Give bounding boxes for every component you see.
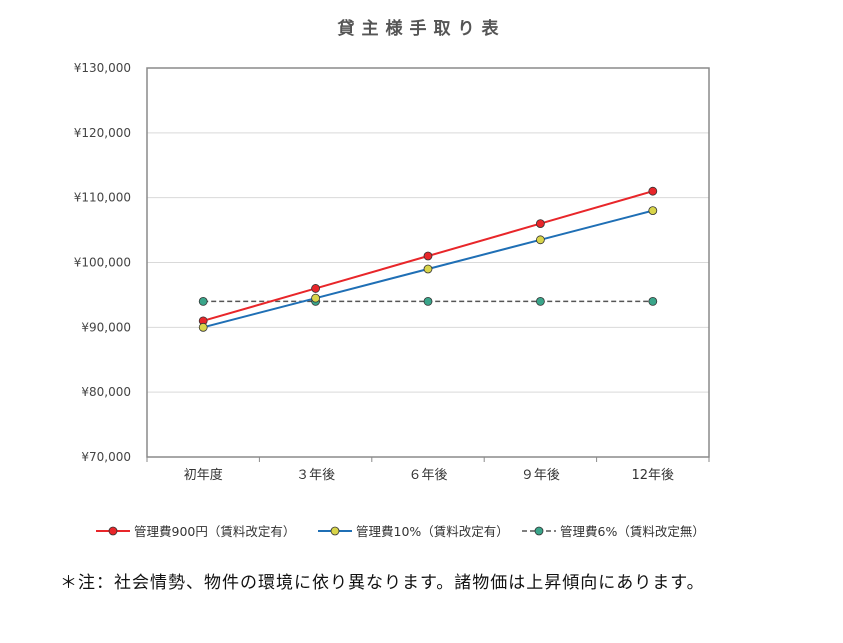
data-point: [536, 235, 545, 245]
data-point: [648, 296, 658, 306]
x-tick-label: ９年後: [521, 468, 560, 483]
y-tick-label: ¥110,000: [74, 191, 131, 205]
legend-marker: [108, 526, 118, 536]
data-point: [648, 206, 658, 216]
data-point: [423, 296, 433, 306]
footnote: ＊注：社会情勢、物件の環境に依り異なります。諸物価は上昇傾向にあります。: [60, 573, 705, 593]
legend-label: 管理費10%（賃料改定有）: [356, 524, 509, 539]
y-tick-label: ¥90,000: [81, 320, 131, 334]
data-point: [423, 251, 433, 261]
x-tick-label: 初年度: [184, 467, 223, 483]
x-tick-label: ３年後: [296, 468, 335, 483]
plot-area: [146, 67, 710, 458]
data-point: [648, 186, 658, 196]
legend-marker: [330, 526, 340, 536]
data-point: [198, 296, 208, 306]
data-point: [423, 264, 433, 274]
data-point: [536, 296, 545, 306]
legend-label: 管理費6%（賃料改定無）: [560, 524, 705, 539]
data-point: [311, 293, 321, 303]
y-tick-label: ¥130,000: [74, 61, 131, 75]
y-tick-label: ¥120,000: [74, 126, 131, 140]
y-tick-label: ¥100,000: [74, 256, 131, 270]
legend-label: 管理費900円（賃料改定有）: [134, 524, 295, 539]
x-tick-label: 12年後: [632, 468, 675, 483]
y-tick-label: ¥70,000: [81, 450, 131, 464]
y-tick-label: ¥80,000: [81, 385, 131, 399]
data-point: [311, 284, 321, 293]
data-point: [198, 322, 208, 332]
data-point: [536, 219, 545, 229]
x-tick-label: ６年後: [408, 468, 447, 483]
chart-title: 貸主様手取り表: [337, 19, 506, 39]
legend-marker: [534, 526, 544, 536]
